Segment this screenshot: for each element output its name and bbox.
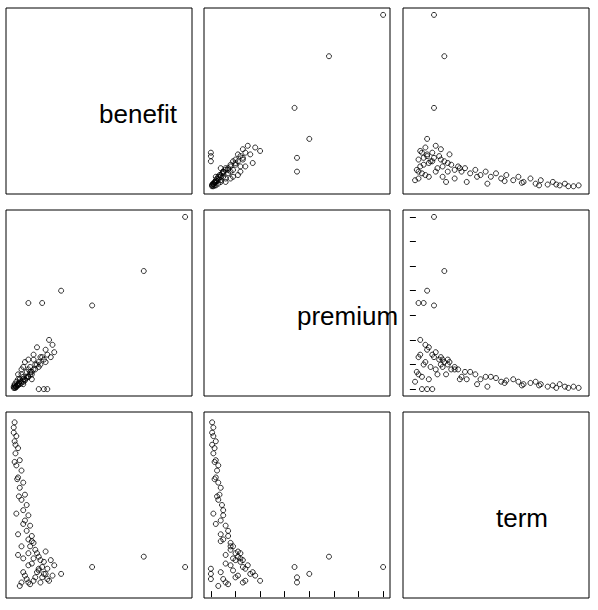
- svg-text:term: term: [496, 503, 548, 533]
- svg-text:benefit: benefit: [99, 99, 178, 129]
- svg-text:premium: premium: [297, 301, 398, 331]
